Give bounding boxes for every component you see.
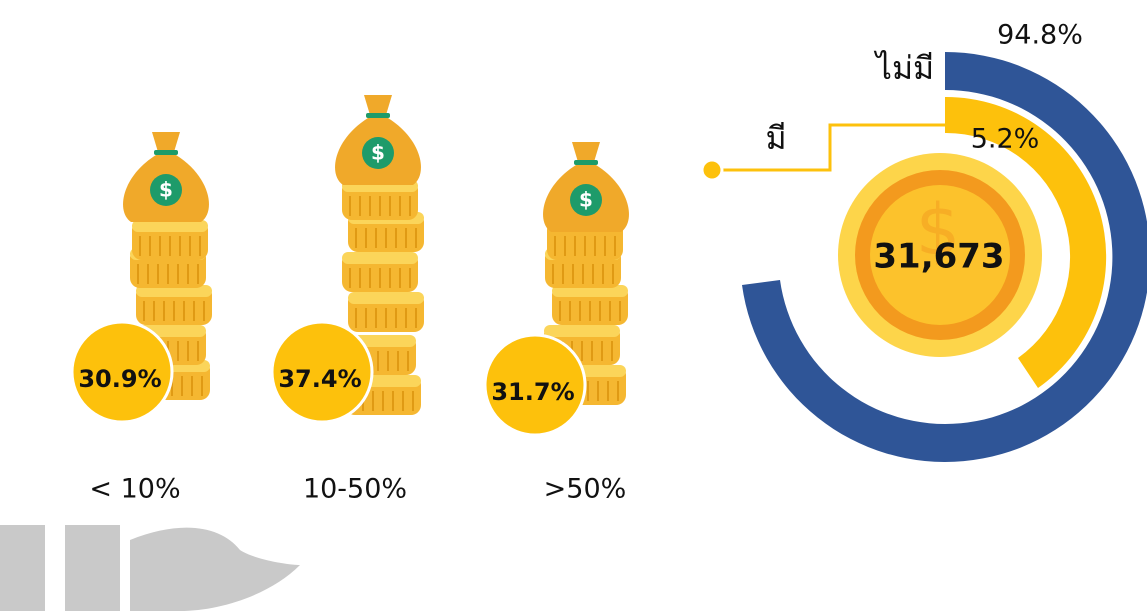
segment-value: 5.2% xyxy=(971,124,1040,155)
infographic: $ $ 31,673 ไม่มี 94.8% มี 5.2% 30.9%< 10… xyxy=(0,0,1147,611)
segment-label: มี xyxy=(765,119,786,157)
group-value: 31.7% xyxy=(491,378,574,406)
group-label: >50% xyxy=(544,474,627,505)
group-value: 37.4% xyxy=(278,365,361,393)
group-value: 30.9% xyxy=(78,365,161,393)
center-value: 31,673 xyxy=(873,237,1004,277)
hand-icon xyxy=(0,525,300,611)
group-label: < 10% xyxy=(89,474,180,505)
segment-label: ไม่มี xyxy=(873,49,934,87)
segment-value: 94.8% xyxy=(997,20,1083,51)
group-label: 10-50% xyxy=(303,474,407,505)
